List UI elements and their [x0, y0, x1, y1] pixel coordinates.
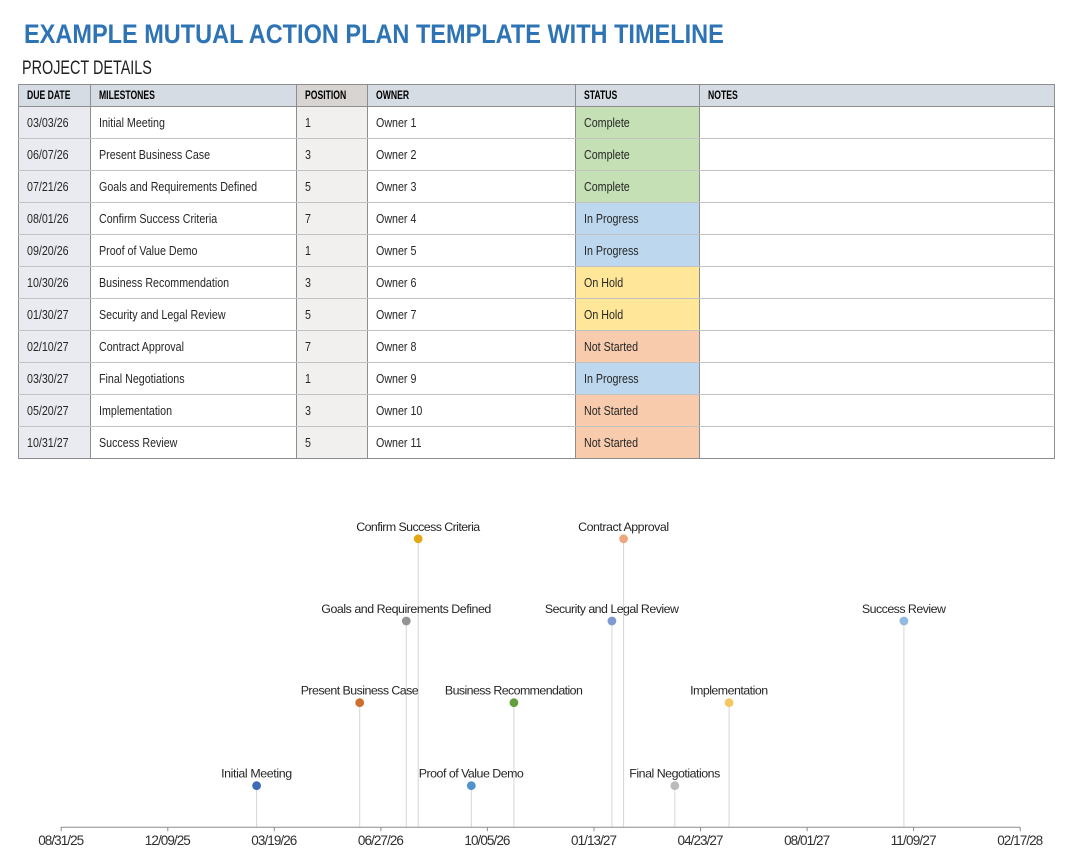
svg-text:Initial Meeting: Initial Meeting: [221, 767, 292, 781]
svg-text:06/27/26: 06/27/26: [358, 833, 404, 848]
svg-text:11/09/27: 11/09/27: [891, 833, 937, 848]
svg-text:02/17/28: 02/17/28: [997, 833, 1043, 848]
svg-text:08/31/25: 08/31/25: [38, 833, 84, 848]
svg-text:03/19/26: 03/19/26: [251, 833, 297, 848]
svg-text:Success Review: Success Review: [862, 602, 946, 616]
svg-text:10/05/26: 10/05/26: [464, 833, 510, 848]
svg-text:08/01/27: 08/01/27: [784, 833, 830, 848]
svg-text:Goals and Requirements Defined: Goals and Requirements Defined: [321, 602, 491, 616]
svg-text:Proof of Value Demo: Proof of Value Demo: [419, 767, 524, 781]
svg-text:12/09/25: 12/09/25: [145, 833, 191, 848]
svg-text:01/13/27: 01/13/27: [571, 833, 617, 848]
svg-text:Confirm Success Criteria: Confirm Success Criteria: [356, 520, 480, 534]
svg-text:Business Recommendation: Business Recommendation: [445, 684, 583, 698]
svg-text:04/23/27: 04/23/27: [678, 833, 724, 848]
svg-text:Security and Legal Review: Security and Legal Review: [545, 602, 679, 616]
svg-text:Implementation: Implementation: [690, 684, 768, 698]
svg-text:Present Business Case: Present Business Case: [301, 684, 419, 698]
svg-text:Final Negotiations: Final Negotiations: [629, 767, 720, 781]
svg-text:Contract Approval: Contract Approval: [578, 520, 669, 534]
